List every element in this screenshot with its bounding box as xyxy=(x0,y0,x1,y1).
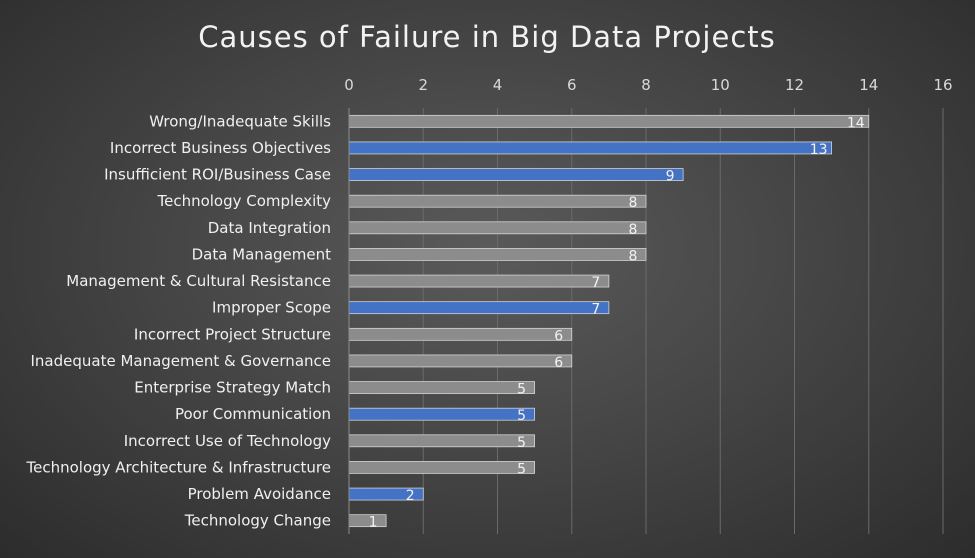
bars xyxy=(348,114,870,528)
bar-10 xyxy=(348,381,535,394)
data-label-13: 5 xyxy=(517,461,526,477)
category-label-11: Poor Communication xyxy=(175,405,331,423)
category-label-2: Insufficient ROI/Business Case xyxy=(104,166,331,184)
category-label-0: Wrong/Inadequate Skills xyxy=(149,112,331,130)
data-label-0: 14 xyxy=(847,115,865,131)
category-label-9: Inadequate Management & Governance xyxy=(30,352,331,370)
bar-7 xyxy=(348,301,610,315)
x-tick-label-2: 2 xyxy=(418,76,428,94)
data-label-10: 5 xyxy=(517,382,526,398)
category-label-8: Incorrect Project Structure xyxy=(134,325,331,343)
category-label-13: Technology Architecture & Infrastructure xyxy=(26,458,332,476)
category-label-15: Technology Change xyxy=(184,512,331,530)
bar-11 xyxy=(348,407,535,421)
data-label-6: 7 xyxy=(591,275,600,291)
x-tick-label-4: 4 xyxy=(493,76,503,94)
bar-13 xyxy=(348,461,535,474)
data-label-4: 8 xyxy=(629,222,638,238)
data-label-11: 5 xyxy=(517,408,526,424)
x-tick-label-12: 12 xyxy=(785,76,804,94)
x-tick-label-16: 16 xyxy=(933,76,952,94)
category-label-4: Data Integration xyxy=(208,219,331,237)
data-label-3: 8 xyxy=(629,195,638,211)
data-label-7: 7 xyxy=(591,302,600,318)
data-label-9: 6 xyxy=(554,355,563,371)
bar-9 xyxy=(348,354,573,368)
bar-8 xyxy=(348,327,573,341)
x-tick-label-14: 14 xyxy=(859,76,878,94)
data-label-1: 13 xyxy=(810,142,828,158)
x-tick-label-6: 6 xyxy=(567,76,577,94)
chart-title: Causes of Failure in Big Data Projects xyxy=(198,20,776,54)
category-label-6: Management & Cultural Resistance xyxy=(66,272,331,290)
category-label-10: Enterprise Strategy Match xyxy=(134,379,331,397)
bar-5 xyxy=(348,248,647,261)
bar-4 xyxy=(348,221,647,235)
bar-12 xyxy=(348,434,535,448)
category-label-1: Incorrect Business Objectives xyxy=(110,139,331,157)
bar-15 xyxy=(348,514,387,528)
x-tick-label-8: 8 xyxy=(641,76,651,94)
category-label-3: Technology Complexity xyxy=(156,192,331,210)
category-label-7: Improper Scope xyxy=(212,299,331,317)
x-tick-label-0: 0 xyxy=(344,76,354,94)
bar-6 xyxy=(348,274,610,288)
data-label-15: 1 xyxy=(369,515,378,531)
data-label-8: 6 xyxy=(554,328,563,344)
data-label-5: 8 xyxy=(629,248,638,264)
category-labels: Wrong/Inadequate Skills Incorrect Busines… xyxy=(26,112,332,529)
data-labels: 14 13 9 8 8 8 7 7 6 6 5 5 5 5 2 1 xyxy=(369,115,865,530)
bar-0 xyxy=(348,114,870,128)
bar-3 xyxy=(348,194,647,208)
x-tick-label-10: 10 xyxy=(711,76,730,94)
category-label-14: Problem Avoidance xyxy=(188,485,331,503)
category-label-5: Data Management xyxy=(192,245,332,263)
data-label-14: 2 xyxy=(406,488,415,504)
x-axis-tick-labels: 0 2 4 6 8 10 12 14 16 xyxy=(344,76,952,94)
data-label-2: 9 xyxy=(666,169,675,185)
data-label-12: 5 xyxy=(517,435,526,451)
bar-1 xyxy=(348,141,832,155)
category-label-12: Incorrect Use of Technology xyxy=(124,432,331,450)
bar-2 xyxy=(348,168,684,181)
